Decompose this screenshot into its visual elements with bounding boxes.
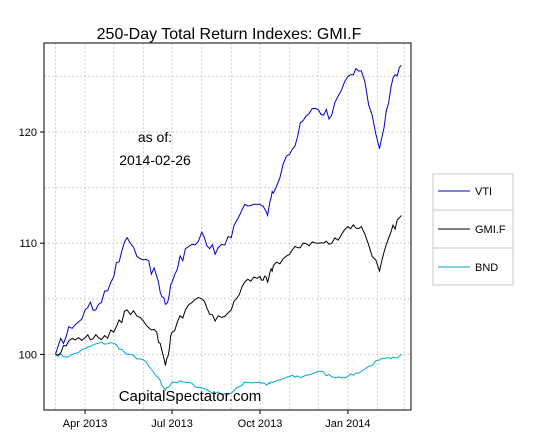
- grid-lines: [44, 43, 411, 410]
- legend-label: BND: [475, 262, 498, 274]
- y-tick-label: 120: [19, 127, 37, 139]
- x-tick-label: Apr 2013: [63, 418, 108, 430]
- y-tick-label: 110: [19, 238, 37, 250]
- legend: VTI GMI.F BND: [432, 173, 514, 286]
- as-of-date: 2014-02-26: [119, 152, 191, 168]
- credit-label: CapitalSpectator.com: [119, 388, 262, 405]
- x-tick-label: Jan 2014: [325, 418, 370, 430]
- x-tick-label: Jul 2013: [151, 418, 193, 430]
- x-axis: Apr 2013 Jul 2013 Oct 2013 Jan 2014: [63, 410, 371, 430]
- y-axis: 100 110 120: [19, 127, 44, 361]
- as-of-label: as of:: [138, 129, 172, 145]
- legend-label: GMI.F: [475, 224, 506, 236]
- series-line-vti: [55, 64, 402, 355]
- legend-label: VTI: [475, 186, 492, 198]
- y-tick-label: 100: [19, 349, 37, 361]
- plot-area: [43, 42, 412, 411]
- series-lines: [55, 64, 402, 396]
- series-line-bnd: [55, 341, 402, 396]
- chart-title: 250-Day Total Return Indexes: GMI.F: [97, 26, 362, 43]
- series-line-gmif: [55, 215, 402, 366]
- x-tick-label: Oct 2013: [238, 418, 283, 430]
